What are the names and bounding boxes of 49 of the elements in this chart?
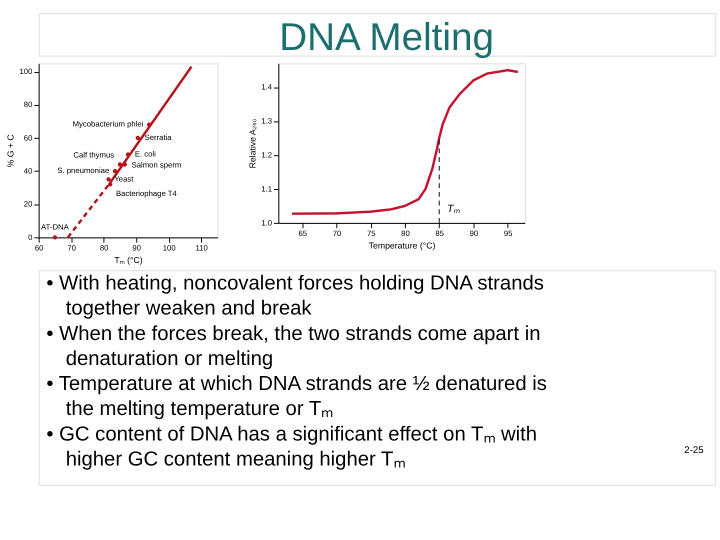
- y-tick-label: 1.2: [261, 150, 272, 160]
- line-series: [290, 68, 520, 215]
- point: [52, 235, 58, 240]
- point: [106, 177, 111, 182]
- x-tick-label: 70: [67, 243, 76, 252]
- y-tick-label: 60: [24, 133, 32, 142]
- y-tick-label: 20: [24, 200, 32, 209]
- annotation: Yeast: [114, 174, 134, 184]
- annotation: Bacteriophage T4: [116, 188, 178, 198]
- x-tick-label: 60: [34, 243, 44, 252]
- x-tick-label: 100: [162, 243, 176, 252]
- annotation: Calf thymus: [73, 150, 114, 160]
- x-tick-label: 110: [196, 243, 208, 252]
- x-axis-title: Temperature (°C): [368, 240, 436, 250]
- text: DNA Melting: [279, 16, 494, 59]
- annotation: AT-DNA: [41, 222, 70, 232]
- y-tick-label: 40: [24, 166, 32, 176]
- ref-line-label: Tₘ: [446, 203, 460, 216]
- x-tick-label: 80: [100, 243, 108, 252]
- x-tick-label: 90: [470, 228, 478, 238]
- x-tick-label: 80: [401, 228, 410, 238]
- x-axis-title: Tₘ (°C): [114, 254, 143, 265]
- annotation: Serratia: [144, 132, 172, 142]
- text: • Temperature at which DNA strands are ½ denatured is the melting temperature or Tₘ: [46, 373, 547, 420]
- y-tick-label: 1.4: [261, 82, 273, 92]
- y-tick-label: 1.3: [261, 116, 272, 126]
- x-tick-label: 65: [298, 228, 308, 238]
- x-tick-label: 95: [504, 228, 512, 238]
- x-tick-label: 75: [366, 228, 376, 238]
- y-tick-label: 1.0: [261, 218, 272, 228]
- y-tick-label: 100: [19, 67, 32, 76]
- point: [136, 136, 140, 140]
- y-tick-label: 80: [24, 100, 32, 110]
- text: 2-25: [684, 444, 704, 456]
- annotation: E. coli: [134, 149, 156, 158]
- y-axis-title: % G + C: [6, 134, 16, 168]
- y-tick-label: 1.1: [261, 184, 272, 194]
- x-tick-label: 90: [132, 243, 141, 252]
- annotation: Salmon sperm: [132, 160, 182, 170]
- annotation: S. pneumoniae: [57, 166, 110, 176]
- text: • With heating, noncovalent forces holding DNA strands together weaken and break: [46, 272, 544, 320]
- text: • GC content of DNA has a significant effect on Tₘ with higher GC content meaning higher Tₘ: [46, 423, 538, 470]
- annotation: Mycobacterium phlei: [72, 120, 144, 129]
- x-tick-label: 85: [435, 228, 444, 238]
- y-axis-title: Relative A₂₆₀: [248, 118, 258, 168]
- y-tick-label: 0: [28, 232, 32, 242]
- point: [108, 182, 112, 187]
- x-tick-label: 70: [332, 228, 342, 238]
- text: • When the forces break, the two strands come apart in denaturation or melting: [46, 322, 540, 370]
